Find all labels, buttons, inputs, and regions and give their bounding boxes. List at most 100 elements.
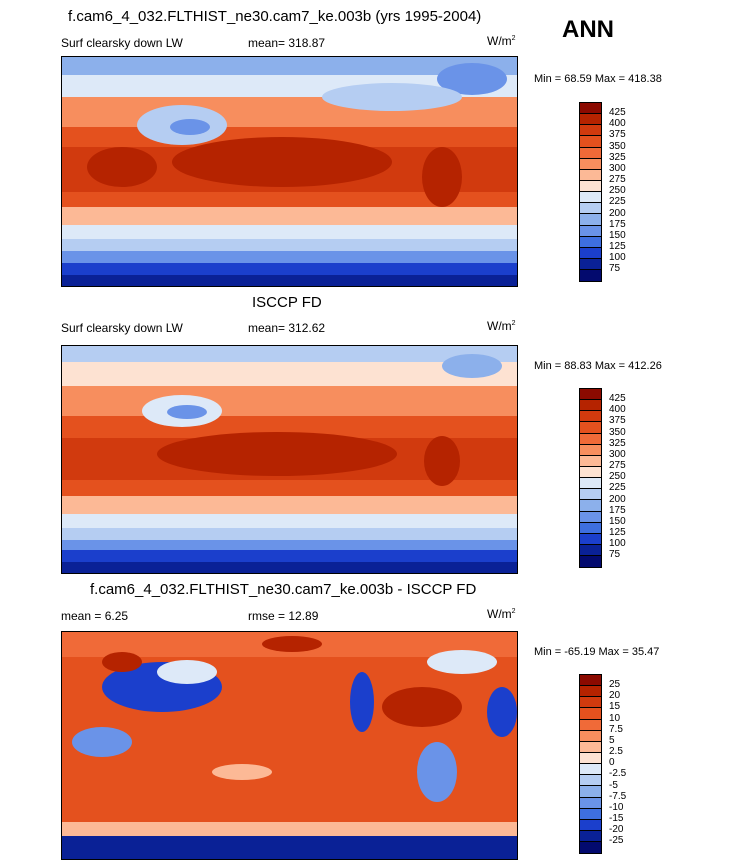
panel1-cbar-swatch [580,192,601,204]
panel1-units-base: W/m [487,34,512,48]
panel2-cbar-tick-label: 225 [609,482,626,494]
panel2-cbar-tick-label: 425 [609,393,626,405]
panel3-units-base: W/m [487,607,512,621]
panel2-variable: Surf clearsky down LW [61,321,183,335]
panel2-cbar-swatch [580,411,601,423]
panel3-map [61,631,518,860]
panel2-cbar-swatch [580,422,601,434]
panel2-cbar-tick-label: 100 [609,538,626,550]
panel3-cbar-tick-label: 25 [609,679,621,691]
season-label: ANN [562,16,614,43]
panel1-minmax: Min = 68.59 Max = 418.38 [534,73,662,85]
panel1-colorbar [579,102,602,283]
panel3-cbar-tick-label: -2.5 [609,768,627,780]
panel3-cbar-tick-label: -20 [609,824,624,836]
panel2-cbar-swatch [580,455,601,467]
panel1-cbar-tick-label: 425 [609,107,626,119]
panel2-cbar-swatch [580,444,601,456]
panel3-cbar-tick-label: -5 [609,779,618,791]
panel2-units-exp: 2 [511,320,516,327]
panel3-cbar-tick-label: -15 [609,812,624,824]
panel2-cbar-tick-label: 275 [609,460,626,472]
panel2-cbar-swatch [580,433,601,445]
panel3-cbar-swatch [580,697,601,709]
panel1-cbar-swatch [580,169,601,181]
panel3-field [62,632,517,859]
panel2-cbar-tick-label: 300 [609,448,626,460]
panel2-cbar-tick-label: 175 [609,504,626,516]
panel2-colorbar [579,388,602,569]
panel3-cbar-swatch [580,764,601,776]
panel1-cbar-swatch [580,203,601,215]
panel2-cbar-tick-label: 150 [609,515,626,527]
panel3-cbar-swatch [580,786,601,798]
panel3-cbar-swatch [580,808,601,820]
panel3-cbar-swatch [580,741,601,753]
panel1-cbar-tick-label: 300 [609,162,626,174]
panel2-title: ISCCP FD [252,294,322,311]
panel1-cbar-tick-label: 350 [609,140,626,152]
panel2-cbar-swatch [580,522,601,534]
panel1-cbar-swatch [580,103,601,115]
panel1-mean: mean= 318.87 [248,36,326,50]
panel3-units: W/m2 [487,607,516,621]
panel1-cbar-swatch [580,258,601,271]
panel2-cbar-swatch [580,500,601,512]
panel1-cbar-swatch [580,180,601,193]
panel2-cbar-swatch [580,533,601,545]
panel1-cbar-swatch [580,270,601,282]
panel2-units: W/m2 [487,319,516,333]
panel1-cbar-tick-label: 325 [609,151,626,163]
panel2-map [61,345,518,574]
panel3-units-exp: 2 [511,608,516,615]
panel1-cbar-swatch [580,125,601,137]
panel3-cbar-tick-label: 0 [609,757,615,769]
panel3-cbar-swatch [580,675,601,687]
panel1-cbar-swatch [580,147,601,159]
panel3-cbar-swatch [580,730,601,742]
panel1-cbar-tick-label: 200 [609,207,626,219]
panel2-cbar-tick-label: 75 [609,549,621,561]
panel3-cbar-tick-label: 5 [609,734,615,746]
panel3-colorbar [579,674,602,855]
panel2-cbar-swatch [580,389,601,401]
panel2-cbar-swatch [580,544,601,557]
panel3-cbar-swatch [580,708,601,720]
panel1-title: f.cam6_4_032.FLTHIST_ne30.cam7_ke.003b (… [68,8,482,25]
panel1-field [62,57,517,286]
panel3-cbar-tick-label: -7.5 [609,790,627,802]
panel1-cbar-swatch [580,225,601,237]
panel3-rmse: rmse = 12.89 [248,609,319,623]
panel3-cbar-tick-label: 20 [609,690,621,702]
panel2-cbar-swatch [580,511,601,523]
panel3-cbar-swatch [580,686,601,698]
panel1-cbar-swatch [580,247,601,259]
panel3-cbar-tick-label: 7.5 [609,723,623,735]
panel1-cbar-tick-label: 250 [609,185,626,197]
panel1-cbar-swatch [580,136,601,148]
panel2-mean: mean= 312.62 [248,321,326,335]
panel1-units-exp: 2 [511,35,516,42]
panel3-cbar-tick-label: 2.5 [609,746,623,758]
panel2-units-base: W/m [487,319,512,333]
panel1-cbar-swatch [580,214,601,226]
panel3-cbar-tick-label: -25 [609,835,624,847]
panel2-cbar-tick-label: 350 [609,426,626,438]
panel3-cbar-swatch [580,719,601,731]
panel1-cbar-swatch [580,158,601,170]
panel1-cbar-tick-label: 75 [609,263,621,275]
panel3-minmax: Min = -65.19 Max = 35.47 [534,646,660,658]
panel2-cbar-swatch [580,489,601,501]
panel3-cbar-swatch [580,752,601,765]
panel1-cbar-tick-label: 125 [609,240,626,252]
panel2-cbar-tick-label: 375 [609,415,626,427]
panel3-cbar-swatch [580,830,601,843]
panel2-field [62,346,517,573]
panel1-cbar-tick-label: 150 [609,229,626,241]
panel3-title: f.cam6_4_032.FLTHIST_ne30.cam7_ke.003b -… [90,581,477,598]
panel3-cbar-tick-label: 15 [609,701,621,713]
panel1-units: W/m2 [487,34,516,48]
panel2-cbar-swatch [580,400,601,412]
panel2-cbar-swatch [580,466,601,479]
panel3-cbar-swatch [580,775,601,787]
